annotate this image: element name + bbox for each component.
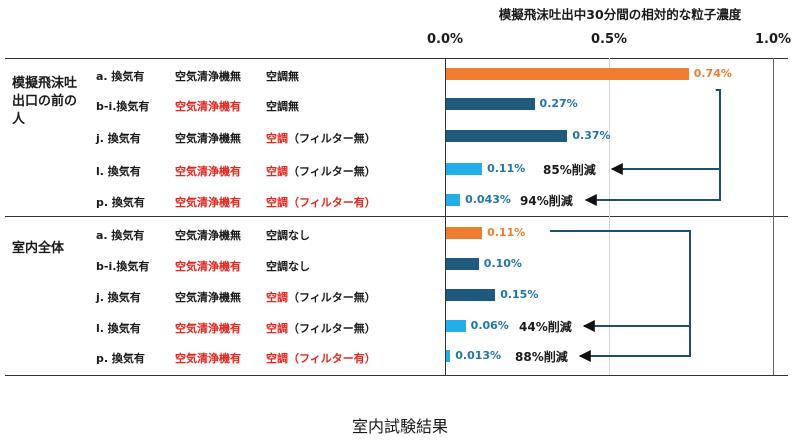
row-label-purifier: 空気清浄機無 <box>175 132 241 145</box>
row-label-purifier: 空気清浄機無 <box>175 291 241 304</box>
row-label-aircon: 空調（フィルター有） <box>266 350 376 366</box>
row-label-prefix: p. 換気有 <box>96 196 145 209</box>
row-label-prefix: l. 換気有 <box>96 165 141 178</box>
bar-value-label: 0.15% <box>500 288 539 301</box>
bar-value-label: 0.11% <box>487 226 526 239</box>
aircon-word: 空調 <box>266 165 288 178</box>
row-label-prefix: j. 換気有 <box>96 132 141 145</box>
group-label: 模擬飛沫吐出口の前の人 <box>12 76 78 127</box>
bar-value-label: 0.043% <box>465 193 511 206</box>
chart-title: 模擬飛沫吐出中30分間の相対的な粒子濃度 <box>498 7 742 22</box>
aircon-detail: （フィルター有） <box>288 196 376 209</box>
reduction-label: 85%削減 <box>543 163 596 177</box>
bar <box>446 98 535 110</box>
bar <box>446 227 483 239</box>
bar-value-label: 0.10% <box>483 257 522 270</box>
group-label: 室内全体 <box>12 241 65 256</box>
bar-value-label: 0.27% <box>539 97 578 110</box>
aircon-detail: （フィルター無） <box>288 291 376 304</box>
aircon-word: 空調 <box>266 132 288 145</box>
aircon-detail: なし <box>288 229 310 242</box>
bar <box>446 163 483 175</box>
row-label-aircon: 空調（フィルター無） <box>266 130 376 146</box>
aircon-detail: 無 <box>288 70 299 83</box>
reduction-arrow <box>578 326 691 362</box>
row-label-prefix: b-i.換気有 <box>96 260 150 273</box>
reduction-label: 94%削減 <box>520 194 573 208</box>
row-label-aircon: 空調（フィルター無） <box>266 163 376 179</box>
reduction-arrow <box>550 230 691 332</box>
bar-value-label: 0.74% <box>693 67 732 80</box>
gridline-0-5 <box>609 58 610 375</box>
row-label-prefix: p. 換気有 <box>96 352 145 365</box>
row-label-purifier: 空気清浄機有 <box>175 100 241 113</box>
reduction-label: 44%削減 <box>519 320 572 334</box>
right-border-line <box>773 58 774 375</box>
aircon-word: 空調 <box>266 100 288 113</box>
aircon-detail: （フィルター無） <box>288 165 376 178</box>
bar <box>446 130 568 142</box>
reduction-label: 88%削減 <box>515 350 568 364</box>
bar-value-label: 0.013% <box>455 349 502 362</box>
row-label-purifier: 空気清浄機無 <box>175 229 241 242</box>
row-label-purifier: 空気清浄機無 <box>175 70 241 83</box>
aircon-detail: （フィルター無） <box>288 132 376 145</box>
row-label-purifier: 空気清浄機有 <box>175 165 241 178</box>
row-label-aircon: 空調なし <box>266 258 310 274</box>
bar <box>446 194 461 206</box>
row-label-prefix: j. 換気有 <box>96 291 141 304</box>
x-tick-label: 1.0% <box>754 32 792 47</box>
aircon-detail: （フィルター無） <box>288 322 376 335</box>
row-label-aircon: 空調（フィルター無） <box>266 289 376 305</box>
table-bottom-line <box>5 375 788 376</box>
bar <box>446 350 451 362</box>
aircon-detail: なし <box>288 260 310 273</box>
aircon-word: 空調 <box>266 196 288 209</box>
row-label-purifier: 空気清浄機有 <box>175 260 241 273</box>
row-label-purifier: 空気清浄機有 <box>175 322 241 335</box>
bar <box>446 258 479 270</box>
aircon-word: 空調 <box>266 70 288 83</box>
x-tick-label: 0.5% <box>590 32 628 47</box>
x-axis-baseline <box>445 58 446 375</box>
aircon-word: 空調 <box>266 291 288 304</box>
row-label-purifier: 空気清浄機有 <box>175 196 241 209</box>
row-label-aircon: 空調（フィルター無） <box>266 320 376 336</box>
x-tick-label: 0.0% <box>426 32 464 47</box>
bar-value-label: 0.06% <box>470 319 509 332</box>
aircon-word: 空調 <box>266 352 288 365</box>
row-label-prefix: l. 換気有 <box>96 322 141 335</box>
aircon-detail: 無 <box>288 100 299 113</box>
reduction-arrow <box>584 169 721 206</box>
table-top-line <box>5 58 788 59</box>
row-label-aircon: 空調なし <box>266 227 310 243</box>
row-label-purifier: 空気清浄機有 <box>175 352 241 365</box>
reduction-arrow <box>610 89 721 175</box>
aircon-word: 空調 <box>266 229 288 242</box>
aircon-word: 空調 <box>266 322 288 335</box>
bar-value-label: 0.37% <box>572 129 611 142</box>
row-label-aircon: 空調無 <box>266 98 299 114</box>
row-label-prefix: a. 換気有 <box>96 229 145 242</box>
figure-caption: 室内試験結果 <box>351 417 448 436</box>
row-label-aircon: 空調（フィルター有） <box>266 194 376 210</box>
row-label-aircon: 空調無 <box>266 68 299 84</box>
bar <box>446 289 496 301</box>
row-label-prefix: a. 換気有 <box>96 70 145 83</box>
aircon-detail: （フィルター有） <box>288 352 376 365</box>
bar <box>446 68 689 80</box>
bar <box>446 320 466 332</box>
row-label-prefix: b-i.換気有 <box>96 100 150 113</box>
aircon-word: 空調 <box>266 260 288 273</box>
bar-value-label: 0.11% <box>487 162 526 175</box>
group-divider-line <box>5 216 788 217</box>
